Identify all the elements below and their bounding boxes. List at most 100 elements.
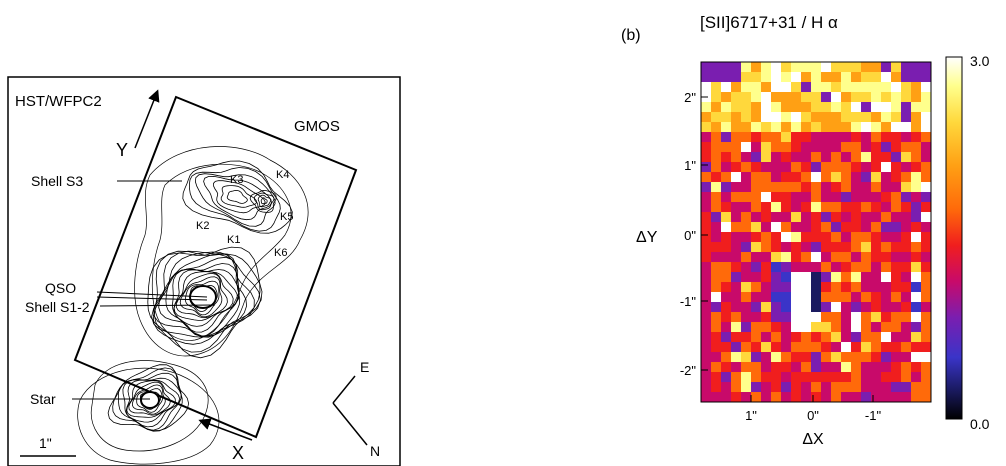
heatmap-cell: [751, 342, 761, 352]
heatmap-cell: [721, 62, 731, 72]
panel-label: (b): [621, 27, 641, 44]
heatmap-cell: [881, 122, 891, 132]
heatmap-cell: [831, 92, 841, 102]
heatmap-cell: [711, 302, 721, 312]
heatmap-cell: [901, 232, 911, 242]
heatmap-cell: [791, 322, 801, 332]
heatmap-cell: [831, 162, 841, 172]
heatmap-cell: [731, 172, 741, 182]
heatmap-cell: [871, 182, 881, 192]
heatmap-cell: [751, 362, 761, 372]
heatmap-cell: [891, 102, 901, 112]
heatmap-cell: [871, 62, 881, 72]
heatmap-cell: [861, 152, 871, 162]
heatmap-cell: [761, 252, 771, 262]
heatmap-cell: [881, 342, 891, 352]
heatmap-cell: [791, 232, 801, 242]
heatmap-cell: [841, 152, 851, 162]
heatmap-cell: [781, 232, 791, 242]
heatmap-cell: [821, 382, 831, 392]
heatmap-cell: [821, 122, 831, 132]
heatmap-cell: [741, 392, 751, 402]
heatmap-cell: [921, 312, 931, 322]
heatmap-cell: [711, 122, 721, 132]
heatmap-cell: [771, 132, 781, 142]
heatmap-cell: [841, 102, 851, 112]
heatmap-cell: [791, 262, 801, 272]
heatmap-cell: [871, 342, 881, 352]
heatmap-cell: [821, 342, 831, 352]
y-tick-label: -1": [680, 294, 697, 309]
heatmap-cell: [781, 182, 791, 192]
heatmap-cell: [791, 112, 801, 122]
heatmap-cell: [781, 392, 791, 402]
heatmap-cell: [891, 122, 901, 132]
outer-contour: [90, 360, 209, 452]
heatmap-cell: [861, 182, 871, 192]
heatmap-cell: [821, 192, 831, 202]
heatmap-cell: [861, 322, 871, 332]
heatmap-cell: [911, 182, 921, 192]
heatmap-cell: [751, 72, 761, 82]
heatmap-cell: [891, 342, 901, 352]
heatmap-cell: [861, 92, 871, 102]
heatmap-cell: [801, 142, 811, 152]
heatmap-cell: [721, 272, 731, 282]
heatmap-cell: [731, 242, 741, 252]
heatmap-cell: [921, 132, 931, 142]
heatmap-cell: [821, 322, 831, 332]
heatmap-cell: [711, 82, 721, 92]
heatmap-cell: [841, 312, 851, 322]
compass-n-label: N: [370, 443, 380, 459]
heatmap-cell: [901, 392, 911, 402]
heatmap-cell: [751, 192, 761, 202]
heatmap-cell: [721, 312, 731, 322]
heatmap-cell: [821, 362, 831, 372]
heatmap-cell: [751, 252, 761, 262]
heatmap-cell: [921, 172, 931, 182]
heatmap-cell: [861, 142, 871, 152]
heatmap-cell: [901, 212, 911, 222]
heatmap-cell: [911, 392, 921, 402]
heatmap-cell: [841, 82, 851, 92]
heatmap-cell: [751, 162, 761, 172]
heatmap-cell: [771, 312, 781, 322]
extended-contours: [77, 146, 309, 465]
heatmap-cell: [811, 82, 821, 92]
heatmap-cell: [911, 112, 921, 122]
heatmap-cell: [721, 352, 731, 362]
heatmap-cell: [811, 302, 821, 312]
heatmap-cell: [811, 322, 821, 332]
knot-label: K6: [274, 247, 287, 259]
heatmap-cell: [901, 252, 911, 262]
heatmap-cell: [851, 222, 861, 232]
heatmap-cell: [861, 222, 871, 232]
heatmap-cell: [771, 222, 781, 232]
heatmap-cell: [711, 182, 721, 192]
heatmap-cell: [871, 262, 881, 272]
heatmap-cell: [911, 132, 921, 142]
heatmap-cell: [801, 122, 811, 132]
heatmap-cell: [871, 202, 881, 212]
heatmap-cell: [781, 272, 791, 282]
heatmap-cell: [821, 62, 831, 72]
heatmap-cell: [881, 372, 891, 382]
heatmap-cell: [711, 192, 721, 202]
heatmap-cell: [771, 252, 781, 262]
heatmap-cell: [911, 242, 921, 252]
heatmap-cell: [831, 252, 841, 262]
heatmap-cell: [821, 352, 831, 362]
heatmap-cell: [901, 132, 911, 142]
y-tick-label: 2": [684, 90, 696, 105]
heatmap-cell: [811, 292, 821, 302]
heatmap-cell: [831, 182, 841, 192]
heatmap-cell: [771, 342, 781, 352]
heatmap-cell: [901, 332, 911, 342]
contour-line: [122, 377, 182, 428]
heatmap-cell: [811, 392, 821, 402]
heatmap-cell: [751, 82, 761, 92]
heatmap-cell: [851, 302, 861, 312]
heatmap-cell: [801, 362, 811, 372]
heatmap-cell: [881, 102, 891, 112]
heatmap-cell: [711, 272, 721, 282]
